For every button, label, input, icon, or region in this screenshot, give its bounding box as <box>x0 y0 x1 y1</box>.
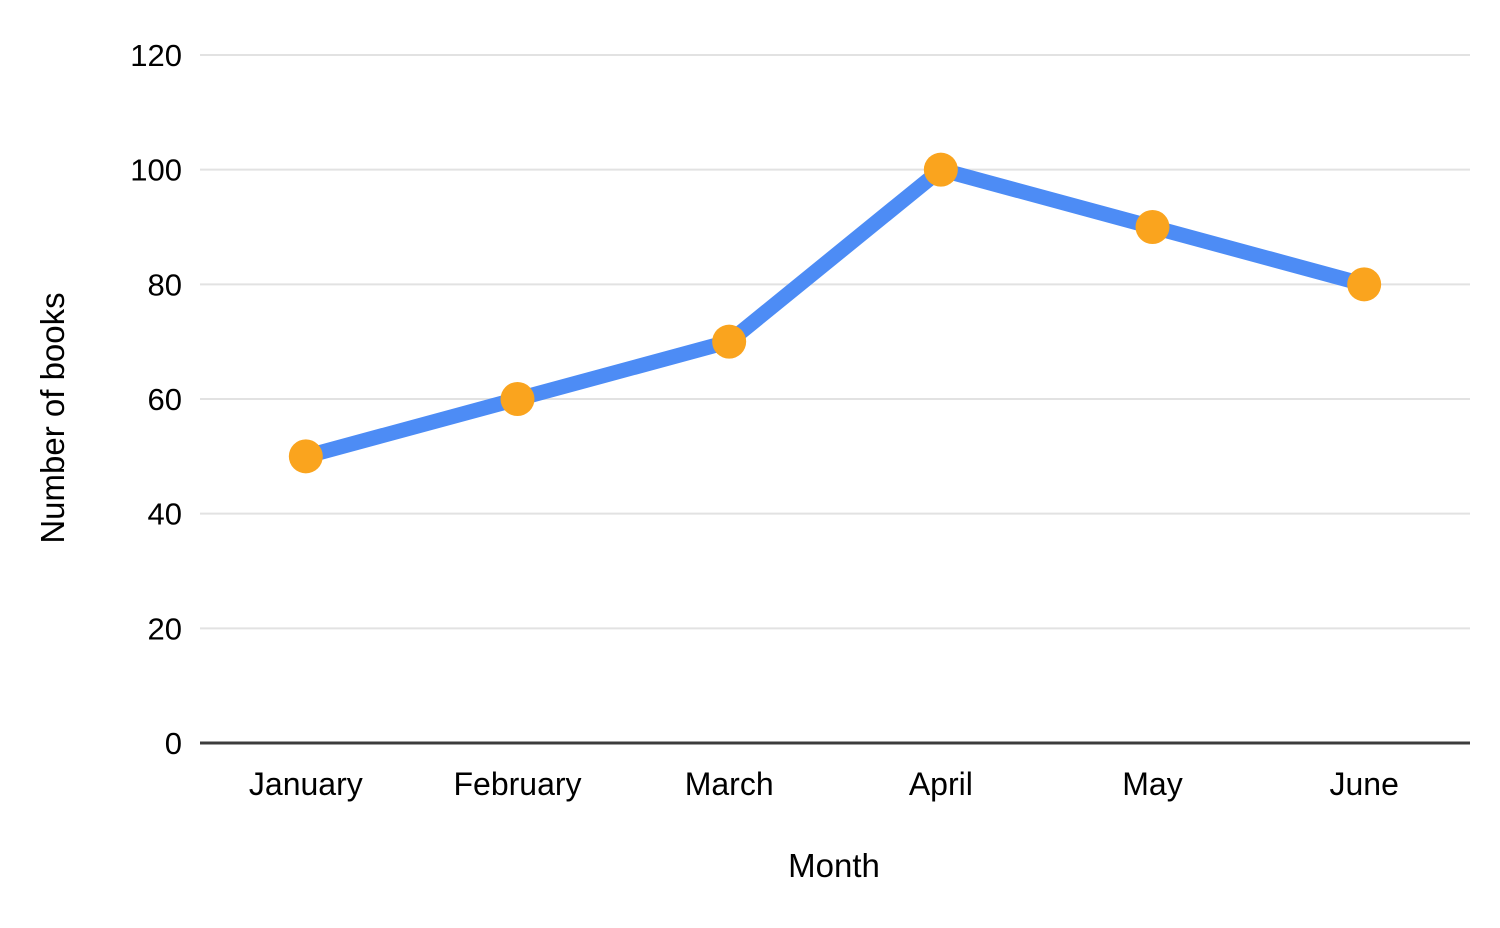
data-point-marker <box>500 382 535 416</box>
y-tick-label: 100 <box>130 153 182 188</box>
data-point-marker <box>1135 210 1170 244</box>
x-axis-title: Month <box>788 847 880 884</box>
data-point-marker <box>712 324 747 359</box>
y-tick-label: 120 <box>130 38 182 73</box>
x-tick-label: April <box>909 766 973 802</box>
data-point-marker <box>1347 267 1382 302</box>
x-tick-label: May <box>1122 766 1182 802</box>
data-point-marker <box>288 439 323 474</box>
y-axis-title: Number of books <box>34 292 71 544</box>
y-tick-label: 20 <box>148 611 182 646</box>
y-tick-label: 80 <box>148 267 182 302</box>
series-line <box>303 162 1367 464</box>
y-tick-label: 40 <box>148 497 182 532</box>
y-tick-label: 0 <box>165 726 182 761</box>
x-tick-label: March <box>685 766 774 802</box>
x-tick-label: June <box>1329 766 1398 802</box>
data-point-marker <box>923 152 958 187</box>
x-tick-label: February <box>453 766 581 802</box>
y-tick-label: 60 <box>148 382 182 417</box>
x-tick-label: January <box>249 766 363 802</box>
